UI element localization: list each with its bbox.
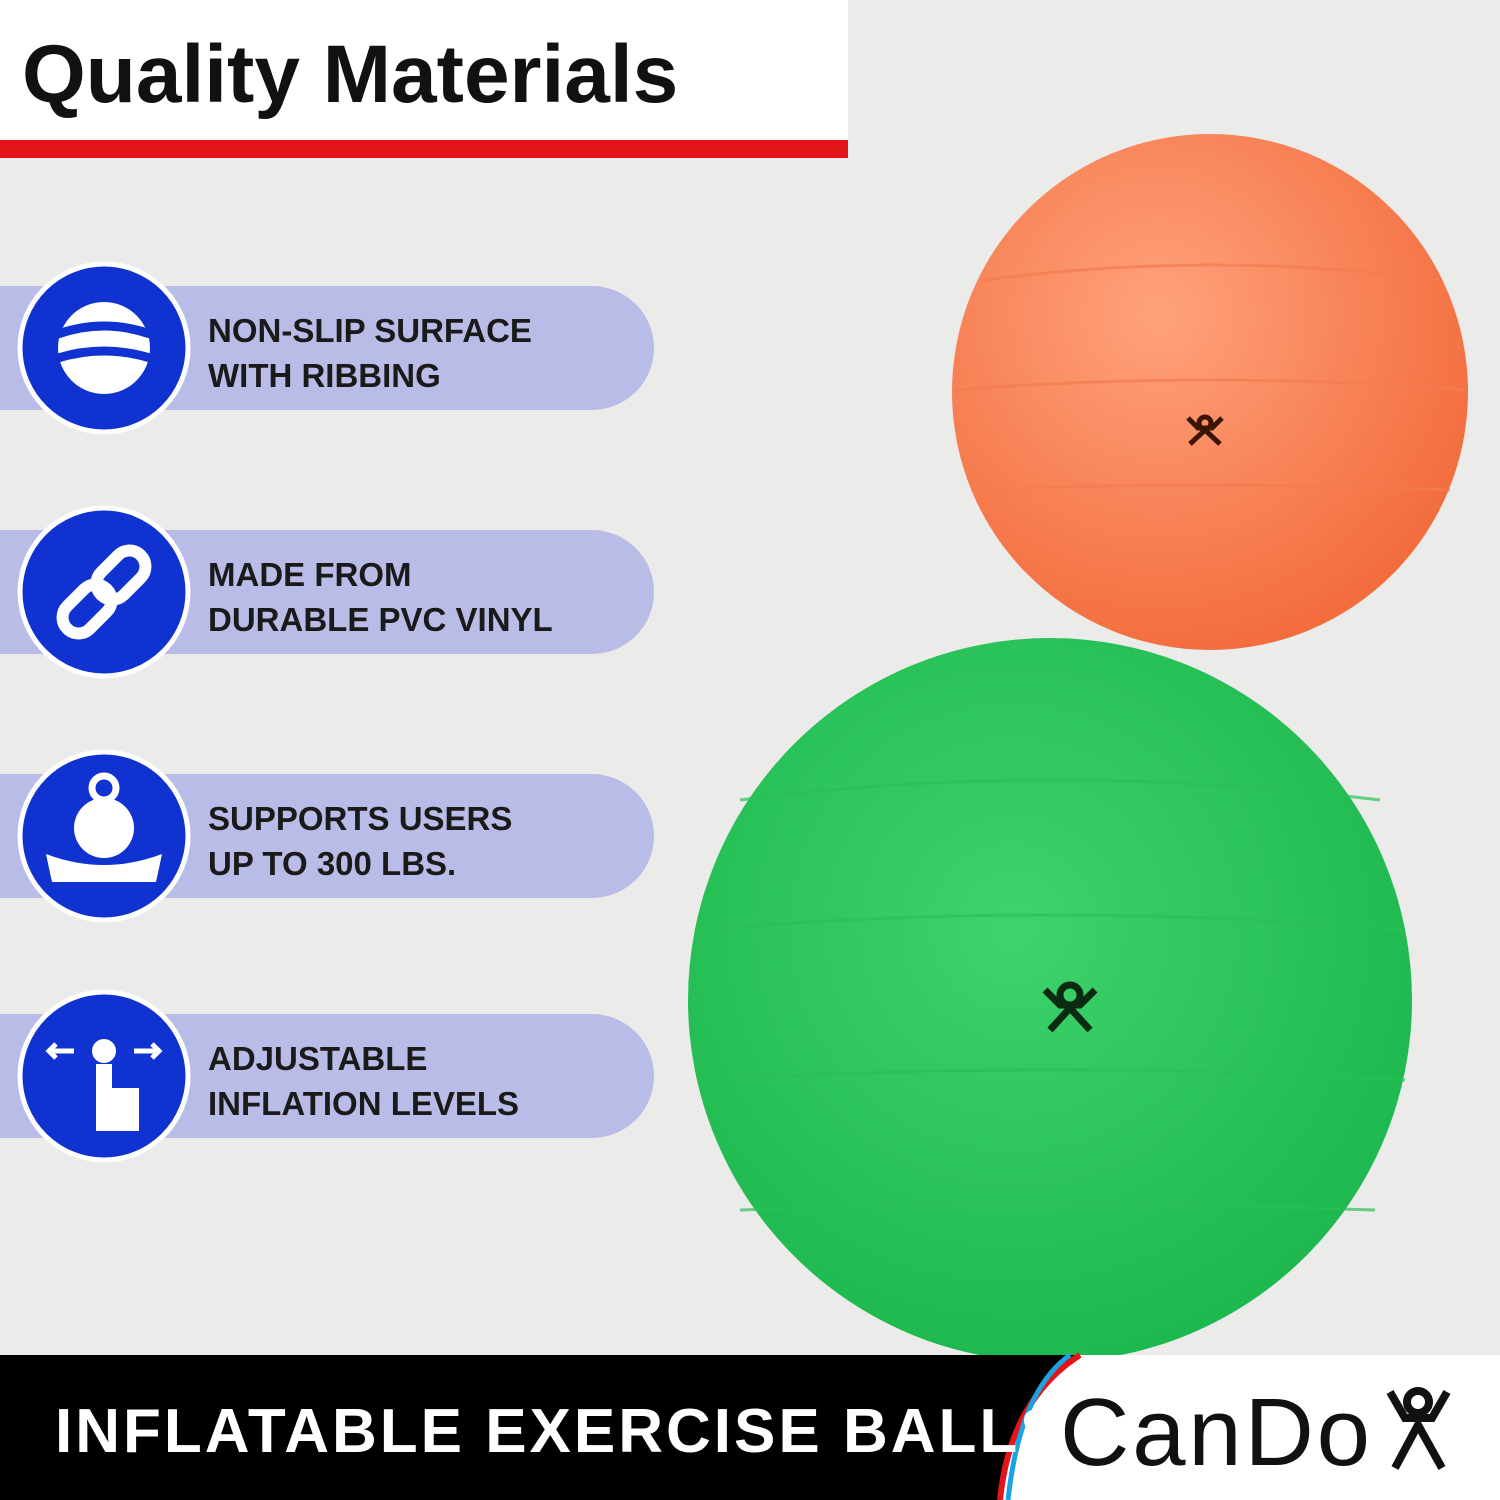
feature-text: NON-SLIP SURFACE — [208, 312, 532, 349]
feature: SUPPORTS USERS UP TO 300 LBS. — [0, 749, 654, 923]
title-box — [0, 0, 848, 140]
feature-icon — [46, 772, 162, 882]
feature-text: UP TO 300 LBS. — [208, 845, 456, 882]
feature-text: DURABLE PVC VINYL — [208, 601, 553, 638]
feature-text: ADJUSTABLE — [208, 1040, 427, 1077]
green-ball — [688, 638, 1412, 1362]
logo-area — [1000, 1355, 1500, 1500]
feature-text: MADE FROM — [208, 556, 411, 593]
feature-text: SUPPORTS USERS — [208, 800, 512, 837]
footer-title: INFLATABLE EXERCISE BALLS — [55, 1397, 1065, 1466]
feature-icon — [45, 1039, 163, 1131]
feature-list: NON-SLIP SURFACE WITH RIBBING MADE FROM DUR… — [0, 261, 654, 1163]
feature-text: WITH RIBBING — [208, 357, 441, 394]
feature-text: INFLATION LEVELS — [208, 1085, 519, 1122]
feature: NON-SLIP SURFACE WITH RIBBING — [0, 261, 654, 435]
title: Quality Materials — [22, 29, 678, 120]
feature: MADE FROM DURABLE PVC VINYL — [0, 505, 654, 679]
orange-ball — [952, 134, 1468, 650]
feature-icon — [56, 302, 152, 394]
feature-icon — [56, 544, 152, 640]
brand-logo: CanDo — [1060, 1379, 1370, 1486]
title-underline — [0, 140, 848, 158]
feature: ADJUSTABLE INFLATION LEVELS — [0, 989, 654, 1163]
brand-figure — [1386, 1387, 1451, 1470]
logo-swoosh — [1005, 1352, 1072, 1500]
